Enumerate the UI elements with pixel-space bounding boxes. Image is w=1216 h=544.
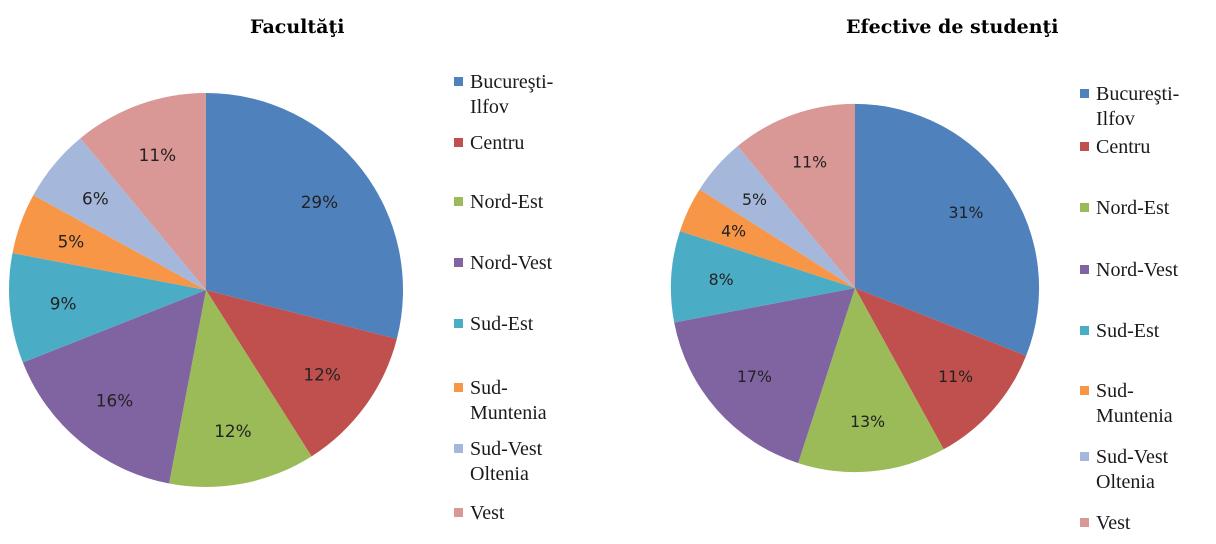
pie-slice-faculties-sud-muntenia bbox=[12, 195, 206, 290]
data-label-students-centru: 11% bbox=[938, 367, 973, 386]
legend-label: Sud-Vest Oltenia bbox=[1096, 446, 1169, 493]
legend-swatch bbox=[1080, 142, 1089, 151]
legend-label: Bucureşti- Ilfov bbox=[470, 71, 554, 118]
legend-swatch bbox=[1080, 265, 1089, 274]
data-label-students-vest: 11% bbox=[792, 152, 827, 171]
data-label-faculties-sud-est: 9% bbox=[50, 294, 77, 314]
legend-swatch bbox=[454, 444, 463, 453]
pie-slice-students-vest bbox=[737, 103, 855, 288]
legend-label: Sud-Est bbox=[470, 313, 534, 335]
legend-swatch bbox=[1080, 326, 1089, 335]
legend-item-faculties-centru: Centru bbox=[454, 131, 610, 156]
data-label-students-sud-muntenia: 4% bbox=[721, 221, 746, 240]
legend-label: Bucureşti- Ilfov bbox=[1096, 83, 1180, 130]
legend-swatch bbox=[454, 319, 463, 328]
legend-label: Sud-Vest Oltenia bbox=[470, 438, 543, 485]
legend-item-students-sud-vest-oltenia: Sud-Vest Oltenia bbox=[1080, 445, 1216, 495]
legend-swatch bbox=[454, 197, 463, 206]
pie-slice-faculties-centru bbox=[206, 290, 397, 457]
legend-label: Nord-Vest bbox=[470, 252, 553, 274]
data-label-faculties-vest: 11% bbox=[139, 145, 176, 165]
legend-item-students-bucuresti-ilfov: Bucureşti- Ilfov bbox=[1080, 82, 1216, 132]
pie-slice-students-bucuresti-ilfov bbox=[855, 103, 1040, 356]
legend-swatch bbox=[1080, 518, 1089, 527]
legend-item-faculties-nord-vest: Nord-Vest bbox=[454, 251, 610, 276]
pie-slice-students-sud-vest-oltenia bbox=[699, 146, 855, 288]
legend-item-students-sud-muntenia: Sud- Muntenia bbox=[1080, 379, 1216, 429]
legend-item-faculties-sud-est: Sud-Est bbox=[454, 312, 610, 337]
data-label-faculties-centru: 12% bbox=[303, 364, 340, 384]
data-label-faculties-sud-vest-oltenia: 6% bbox=[82, 188, 109, 208]
chart-title-students: Efective de studenţi bbox=[846, 16, 1059, 38]
legend-swatch bbox=[454, 383, 463, 392]
legend-item-students-sud-est: Sud-Est bbox=[1080, 319, 1216, 344]
legend-swatch bbox=[454, 138, 463, 147]
legend-swatch bbox=[1080, 452, 1089, 461]
pie-slice-faculties-vest bbox=[80, 92, 206, 291]
legend-label: Centru bbox=[470, 132, 525, 154]
pie-slice-students-sud-muntenia bbox=[679, 189, 855, 288]
legend-item-faculties-vest: Vest bbox=[454, 501, 610, 526]
legend-label: Centru bbox=[1096, 136, 1151, 158]
pie-slice-faculties-sud-est bbox=[8, 253, 206, 363]
legend-item-students-centru: Centru bbox=[1080, 135, 1216, 160]
legend-label: Sud- Muntenia bbox=[470, 377, 547, 424]
legend-item-faculties-nord-est: Nord-Est bbox=[454, 190, 610, 215]
legend-swatch bbox=[454, 508, 463, 517]
legend-label: Nord-Est bbox=[470, 191, 544, 213]
legend-swatch bbox=[1080, 203, 1089, 212]
data-label-faculties-bucuresti-ilfov: 29% bbox=[301, 192, 338, 212]
pie-chart-students: 31% 11% 13% 17% 8% 4% 5% 11% bbox=[670, 103, 1040, 473]
legend-item-faculties-sud-vest-oltenia: Sud-Vest Oltenia bbox=[454, 437, 610, 487]
data-label-students-nord-vest: 17% bbox=[737, 367, 772, 386]
chart-title-faculties: Facultăţi bbox=[250, 16, 345, 38]
legend-label: Nord-Est bbox=[1096, 197, 1170, 219]
legend-item-students-nord-est: Nord-Est bbox=[1080, 196, 1216, 221]
pie-slice-faculties-nord-vest bbox=[22, 290, 207, 484]
pie-slice-students-nord-vest bbox=[674, 288, 855, 464]
legend-label: Sud- Muntenia bbox=[1096, 380, 1173, 427]
data-label-students-nord-est: 13% bbox=[850, 412, 885, 431]
pie-slice-students-centru bbox=[855, 288, 1027, 450]
pie-chart-faculties: 29% 12% 12% 16% 9% 5% 6% 11% bbox=[8, 92, 404, 488]
pie-slice-faculties-sud-vest-oltenia bbox=[33, 138, 206, 290]
pie-slice-students-sud-est bbox=[670, 231, 855, 323]
pie-slice-faculties-bucuresti-ilfov bbox=[206, 92, 404, 339]
legend-swatch bbox=[454, 258, 463, 267]
legend-item-faculties-bucuresti-ilfov: Bucureşti- Ilfov bbox=[454, 70, 610, 120]
legend-item-students-nord-vest: Nord-Vest bbox=[1080, 258, 1216, 283]
legend-item-students-vest: Vest bbox=[1080, 511, 1216, 536]
data-label-faculties-sud-muntenia: 5% bbox=[58, 231, 85, 251]
pie-slice-students-nord-est bbox=[798, 288, 944, 473]
legend-swatch bbox=[454, 77, 463, 86]
data-label-students-sud-vest-oltenia: 5% bbox=[742, 190, 767, 209]
data-label-students-sud-est: 8% bbox=[709, 270, 734, 289]
legend-item-faculties-sud-muntenia: Sud- Muntenia bbox=[454, 376, 610, 426]
legend-label: Sud-Est bbox=[1096, 320, 1160, 342]
pie-slice-faculties-nord-est bbox=[169, 290, 312, 488]
legend-label: Vest bbox=[470, 502, 505, 524]
legend-swatch bbox=[1080, 386, 1089, 395]
legend-label: Nord-Vest bbox=[1096, 259, 1179, 281]
legend-label: Vest bbox=[1096, 512, 1131, 534]
data-label-faculties-nord-vest: 16% bbox=[96, 391, 133, 411]
data-label-students-bucuresti-ilfov: 31% bbox=[948, 203, 983, 222]
data-label-faculties-nord-est: 12% bbox=[214, 421, 251, 441]
legend-swatch bbox=[1080, 89, 1089, 98]
